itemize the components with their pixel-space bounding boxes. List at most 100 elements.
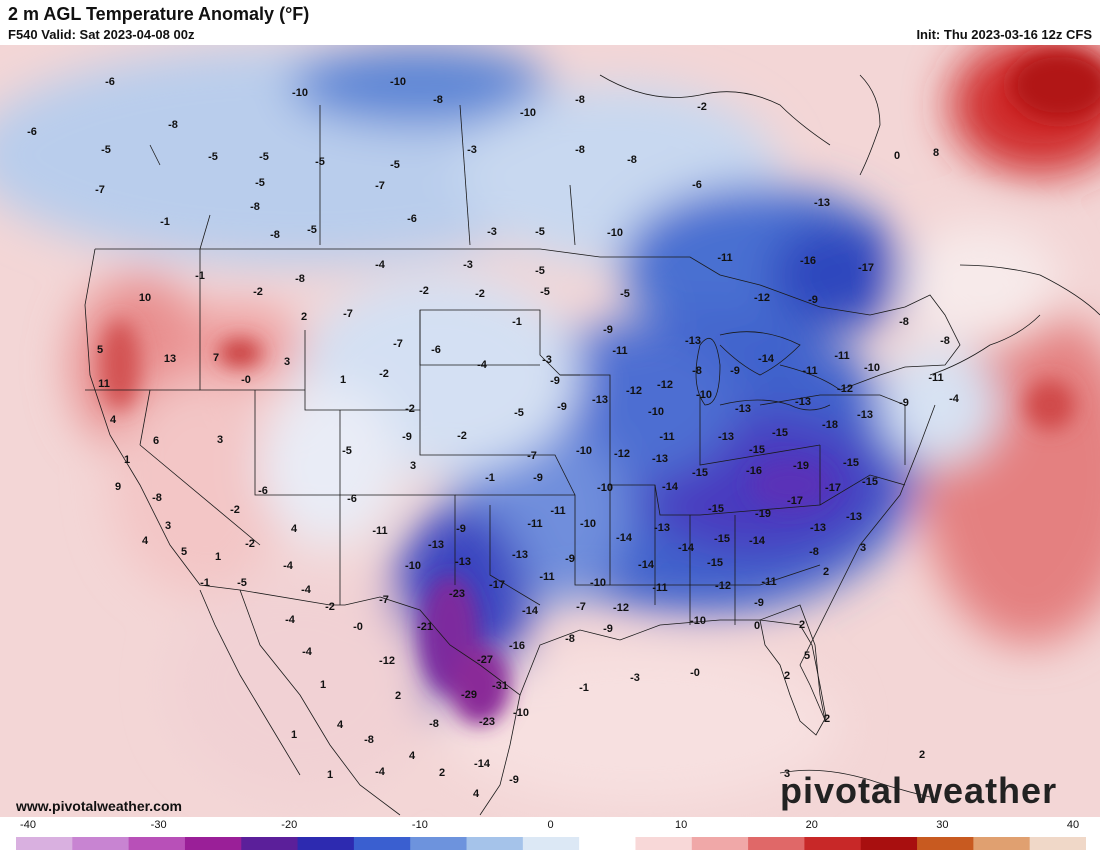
- anomaly-label: -10: [648, 406, 664, 418]
- anomaly-label: -10: [690, 615, 706, 627]
- anomaly-label: -7: [95, 184, 105, 196]
- anomaly-label: -11: [802, 365, 818, 377]
- anomaly-label: -7: [527, 450, 537, 462]
- anomaly-label: -10: [520, 107, 536, 119]
- anomaly-label: -17: [489, 579, 505, 591]
- colorbar-segment: [297, 837, 355, 850]
- anomaly-label: 3: [409, 460, 417, 472]
- anomaly-label: -0: [690, 667, 700, 679]
- anomaly-label: -12: [837, 383, 853, 395]
- colorbar-segment: [241, 837, 299, 850]
- anomaly-label: -4: [302, 646, 312, 658]
- anomaly-label: 7: [212, 352, 220, 364]
- anomaly-label: -2: [230, 504, 240, 516]
- colorbar-segment: [353, 837, 412, 850]
- anomaly-label: -8: [809, 546, 819, 558]
- anomaly-label: 1: [290, 729, 298, 741]
- anomaly-label: -15: [772, 427, 788, 439]
- anomaly-label: -9: [899, 397, 909, 409]
- anomaly-label: -9: [550, 375, 560, 387]
- anomaly-map: -6 -10 -10 -8 -8 -10 -2 -6 -8 -5 -5 -5 -5 -5 -3 -8 -8 0 8-…: [0, 45, 1100, 817]
- anomaly-label: 4: [408, 750, 416, 762]
- anomaly-label: -10: [696, 389, 712, 401]
- anomaly-label: 2: [822, 566, 830, 578]
- anomaly-label: -12: [379, 655, 395, 667]
- anomaly-label: -10: [590, 577, 606, 589]
- anomaly-label: 3: [783, 768, 791, 780]
- anomaly-label: -6: [431, 344, 441, 356]
- colorbar-segment: [691, 837, 749, 850]
- anomaly-label: -8: [692, 365, 702, 377]
- anomaly-label: 1: [123, 454, 131, 466]
- anomaly-label: -2: [697, 101, 707, 113]
- colorbar-segment: [16, 837, 74, 850]
- anomaly-label: -17: [858, 262, 874, 274]
- anomaly-label: -11: [527, 518, 543, 530]
- anomaly-label: -17: [825, 482, 841, 494]
- site-url: www.pivotalweather.com: [16, 798, 182, 814]
- colorbar-segment: [579, 837, 637, 850]
- anomaly-label: -23: [479, 716, 495, 728]
- anomaly-label: -7: [375, 180, 385, 192]
- anomaly-label: -1: [200, 577, 210, 589]
- anomaly-label: -1: [485, 472, 495, 484]
- anomaly-label: -29: [461, 689, 477, 701]
- anomaly-label: -12: [754, 292, 770, 304]
- anomaly-label: -4: [285, 614, 295, 626]
- anomaly-label: -6: [347, 493, 357, 505]
- anomaly-label: -8: [270, 229, 280, 241]
- anomaly-label: -1: [512, 316, 522, 328]
- anomaly-label: 5: [96, 344, 104, 356]
- header-bar: 2 m AGL Temperature Anomaly (°F) F540 Va…: [0, 0, 1100, 45]
- anomaly-label: -16: [800, 255, 816, 267]
- anomaly-label: -13: [795, 396, 811, 408]
- anomaly-label: -10: [513, 707, 529, 719]
- anomaly-label: -13: [718, 431, 734, 443]
- anomaly-label: -19: [755, 508, 771, 520]
- anomaly-label: -5: [535, 226, 545, 238]
- anomaly-label: -8: [627, 154, 637, 166]
- anomaly-label: -15: [708, 503, 724, 515]
- colorbar-segment: [1029, 837, 1086, 850]
- anomaly-label: -9: [754, 597, 764, 609]
- anomaly-label: -3: [542, 354, 552, 366]
- anomaly-label: -12: [613, 602, 629, 614]
- anomaly-label: 2: [918, 749, 926, 761]
- anomaly-label: -15: [862, 476, 878, 488]
- colorbar-ticks: -40 -30 -20 -10 0 10 20 30 40: [0, 817, 1100, 835]
- anomaly-label: -5: [307, 224, 317, 236]
- anomaly-label: -17: [787, 495, 803, 507]
- anomaly-label: -8: [575, 144, 585, 156]
- anomaly-label: -14: [638, 559, 654, 571]
- anomaly-label: -5: [535, 265, 545, 277]
- anomaly-label: 1: [326, 769, 334, 781]
- anomaly-label: 3: [216, 434, 224, 446]
- anomaly-label: -11: [652, 582, 668, 594]
- anomaly-label: -3: [630, 672, 640, 684]
- anomaly-label: -8: [168, 119, 178, 131]
- anomaly-label: 2: [394, 690, 402, 702]
- colorbar-segment: [72, 837, 130, 850]
- colorbar-segment: [635, 837, 693, 850]
- anomaly-label: -13: [735, 403, 751, 415]
- brand-logo: pivotal weather: [780, 770, 1058, 811]
- anomaly-label: -12: [626, 385, 642, 397]
- colorbar-segment: [860, 837, 918, 850]
- anomaly-label: -4: [375, 766, 385, 778]
- anomaly-label: -13: [455, 556, 471, 568]
- anomaly-label: -0: [353, 621, 363, 633]
- anomaly-label: -11: [539, 571, 555, 583]
- anomaly-label: -4: [375, 259, 385, 271]
- init-time: Init: Thu 2023-03-16 12z CFS: [916, 27, 1092, 42]
- anomaly-label: -9: [533, 472, 543, 484]
- anomaly-label: 3: [859, 542, 867, 554]
- anomaly-label: -9: [456, 523, 466, 535]
- anomaly-label: -13: [814, 197, 830, 209]
- colorbar-tick-label: -40: [20, 819, 36, 831]
- colorbar-segment: [410, 837, 468, 850]
- anomaly-label: -13: [810, 522, 826, 534]
- anomaly-label: -15: [714, 533, 730, 545]
- anomaly-label: -11: [659, 431, 675, 443]
- anomaly-label: -2: [405, 403, 415, 415]
- colorbar-segment: [466, 837, 524, 850]
